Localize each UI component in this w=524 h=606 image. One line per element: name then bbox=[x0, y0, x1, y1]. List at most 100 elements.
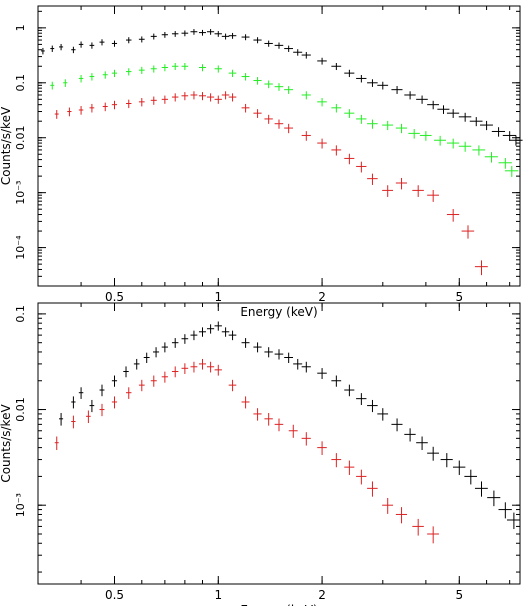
data-point bbox=[367, 173, 378, 185]
data-point bbox=[181, 92, 189, 101]
data-point bbox=[59, 412, 64, 426]
data-point bbox=[498, 158, 512, 169]
data-point bbox=[367, 481, 378, 497]
data-point bbox=[78, 106, 84, 115]
data-point bbox=[102, 71, 108, 79]
data-series bbox=[59, 321, 521, 530]
x-tick-label: 0.5 bbox=[105, 588, 124, 602]
data-point bbox=[391, 86, 403, 94]
data-point bbox=[274, 119, 284, 129]
data-point bbox=[408, 129, 420, 139]
data-point bbox=[317, 368, 327, 380]
data-point bbox=[301, 361, 311, 373]
data-point bbox=[181, 334, 189, 344]
data-point bbox=[78, 41, 84, 48]
data-point bbox=[264, 412, 273, 426]
data-point bbox=[461, 225, 475, 239]
data-point bbox=[506, 512, 521, 530]
x-tick-label: 1 bbox=[214, 290, 222, 304]
data-point bbox=[253, 109, 262, 118]
data-series bbox=[41, 29, 523, 146]
data-point bbox=[288, 424, 298, 438]
data-series bbox=[50, 63, 519, 177]
x-tick-label: 5 bbox=[455, 588, 463, 602]
data-series bbox=[54, 91, 488, 276]
data-point bbox=[138, 36, 145, 43]
data-point bbox=[367, 79, 378, 87]
data-point bbox=[391, 418, 403, 432]
data-point bbox=[78, 75, 84, 83]
data-point bbox=[317, 98, 327, 107]
data-point bbox=[54, 110, 59, 119]
y-tick-label: 10⁻³ bbox=[14, 181, 27, 205]
data-point bbox=[446, 209, 460, 222]
y-tick-label: 0.1 bbox=[14, 74, 27, 92]
x-axis-label: Energy (keV) bbox=[240, 305, 317, 319]
data-point bbox=[171, 338, 179, 348]
data-point bbox=[301, 51, 311, 59]
data-point bbox=[198, 92, 206, 101]
data-point bbox=[71, 46, 76, 54]
data-point bbox=[331, 145, 342, 156]
data-point bbox=[331, 453, 342, 468]
data-point bbox=[161, 95, 168, 104]
data-point bbox=[71, 396, 76, 409]
data-point bbox=[111, 69, 118, 78]
data-point bbox=[153, 347, 160, 358]
data-point bbox=[198, 327, 206, 337]
data-point bbox=[502, 131, 517, 141]
data-point bbox=[474, 260, 488, 276]
y-axis-label: Counts/s/keV bbox=[0, 404, 13, 483]
data-point bbox=[111, 40, 118, 47]
data-point bbox=[111, 375, 118, 387]
data-point bbox=[434, 135, 447, 146]
data-point bbox=[356, 114, 367, 124]
data-point bbox=[356, 75, 367, 83]
data-point bbox=[264, 347, 273, 358]
data-point bbox=[284, 352, 294, 364]
data-point bbox=[395, 123, 408, 134]
data-point bbox=[89, 103, 95, 113]
bottom-spectrum-panel: 0.5 1 2 5 10⁻³ 0.01 0.1 Energy (keV) Counts/s/ke… bbox=[0, 302, 521, 606]
data-point bbox=[241, 73, 250, 81]
data-point bbox=[274, 418, 284, 432]
data-point bbox=[491, 127, 506, 137]
data-point bbox=[206, 29, 215, 35]
data-point bbox=[125, 387, 132, 399]
data-point bbox=[143, 352, 150, 364]
plot-frame bbox=[37, 302, 521, 585]
data-point bbox=[301, 91, 311, 100]
data-point bbox=[382, 120, 394, 131]
data-point bbox=[214, 364, 222, 376]
data-point bbox=[331, 63, 342, 71]
data-point bbox=[171, 31, 179, 37]
data-point bbox=[504, 165, 519, 177]
data-point bbox=[99, 403, 105, 417]
data-point bbox=[99, 384, 105, 397]
data-point bbox=[412, 185, 424, 197]
data-point bbox=[150, 65, 157, 73]
data-point bbox=[89, 42, 95, 49]
x-tick-label: 2 bbox=[318, 290, 326, 304]
data-point bbox=[264, 114, 273, 124]
x-tick-label: 0.5 bbox=[105, 290, 124, 304]
data-point bbox=[427, 100, 439, 110]
data-point bbox=[63, 79, 68, 87]
data-point bbox=[274, 83, 284, 91]
data-point bbox=[41, 47, 45, 55]
data-point bbox=[161, 371, 168, 383]
data-point bbox=[416, 95, 428, 104]
data-point bbox=[125, 99, 132, 109]
data-point bbox=[498, 502, 512, 519]
data-point bbox=[150, 96, 157, 105]
data-point bbox=[221, 33, 230, 40]
data-point bbox=[419, 131, 432, 141]
data-point bbox=[190, 91, 198, 100]
data-point bbox=[284, 86, 294, 94]
data-point bbox=[464, 469, 477, 485]
data-point bbox=[171, 93, 179, 102]
data-point bbox=[264, 40, 273, 47]
data-point bbox=[206, 93, 215, 102]
data-point bbox=[99, 39, 105, 46]
